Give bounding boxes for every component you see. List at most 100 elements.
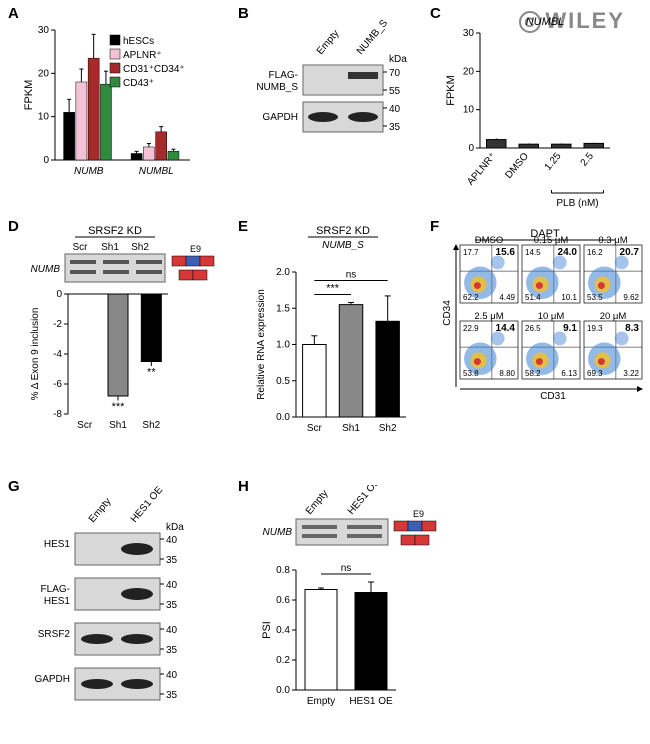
panel-g-label: G: [8, 478, 20, 495]
svg-text:NUMBL: NUMBL: [139, 166, 174, 177]
svg-text:20: 20: [463, 66, 475, 77]
svg-text:Empty: Empty: [315, 28, 342, 57]
svg-text:SRSF2 KD: SRSF2 KD: [316, 225, 370, 237]
svg-text:SRSF2 KD: SRSF2 KD: [88, 225, 142, 237]
svg-text:CD31: CD31: [540, 391, 566, 402]
svg-text:40: 40: [389, 104, 401, 115]
svg-text:35: 35: [166, 600, 178, 611]
svg-text:35: 35: [166, 555, 178, 566]
svg-text:0: 0: [56, 289, 62, 300]
panel-e-label: E: [238, 218, 248, 235]
svg-text:10 μM: 10 μM: [538, 311, 565, 322]
svg-text:**: **: [147, 367, 156, 379]
svg-text:62.2: 62.2: [463, 293, 479, 302]
svg-text:PLB (nM): PLB (nM): [556, 198, 598, 209]
svg-text:1.5: 1.5: [276, 303, 290, 314]
svg-text:10.1: 10.1: [561, 293, 577, 302]
svg-text:E9: E9: [190, 244, 201, 254]
svg-text:0.3 μM: 0.3 μM: [598, 235, 627, 246]
svg-text:-8: -8: [53, 409, 62, 420]
svg-text:HES1 OE: HES1 OE: [349, 696, 393, 707]
svg-text:69.3: 69.3: [587, 369, 603, 378]
svg-text:35: 35: [166, 645, 178, 656]
svg-text:0.5: 0.5: [276, 376, 290, 387]
svg-text:2.5: 2.5: [579, 151, 597, 169]
svg-text:1.25: 1.25: [543, 151, 564, 173]
svg-text:HES1: HES1: [44, 539, 71, 550]
svg-text:19.3: 19.3: [587, 324, 603, 333]
svg-text:24.0: 24.0: [558, 247, 578, 258]
svg-text:NUMB: NUMB: [74, 166, 104, 177]
svg-text:0.4: 0.4: [276, 625, 290, 636]
svg-text:FLAG-: FLAG-: [41, 584, 70, 595]
svg-text:HES1 OE: HES1 OE: [129, 485, 166, 525]
svg-text:2.5 μM: 2.5 μM: [474, 311, 503, 322]
svg-text:0: 0: [468, 143, 474, 154]
svg-text:E9: E9: [413, 509, 424, 519]
svg-text:kDa: kDa: [389, 54, 407, 65]
svg-text:20: 20: [38, 68, 50, 79]
svg-text:35: 35: [166, 690, 178, 701]
svg-text:***: ***: [326, 282, 340, 294]
svg-text:kDa: kDa: [166, 522, 184, 533]
svg-text:NUMB: NUMB: [263, 527, 293, 538]
svg-text:DMSO: DMSO: [503, 151, 531, 181]
svg-text:NUMB: NUMB: [31, 264, 61, 275]
svg-text:22.9: 22.9: [463, 324, 479, 333]
svg-text:51.4: 51.4: [525, 293, 541, 302]
svg-text:Sh2: Sh2: [142, 420, 160, 431]
svg-text:GAPDH: GAPDH: [34, 674, 70, 685]
svg-text:CD43⁺: CD43⁺: [123, 78, 154, 89]
svg-text:PSI: PSI: [261, 621, 273, 639]
svg-text:58.2: 58.2: [525, 369, 541, 378]
svg-text:FPKM: FPKM: [445, 75, 457, 106]
panel-b-blot: EmptyNUMB_SkDaFLAG-NUMB_S7055GAPDH4035: [248, 20, 423, 155]
svg-text:14.5: 14.5: [525, 248, 541, 257]
svg-text:Sh1: Sh1: [109, 420, 127, 431]
svg-text:30: 30: [463, 28, 475, 39]
svg-text:DMSO: DMSO: [475, 235, 504, 246]
svg-text:10: 10: [38, 112, 50, 123]
svg-text:NUMB_S: NUMB_S: [322, 240, 364, 251]
svg-text:8.3: 8.3: [625, 323, 639, 334]
svg-text:2.0: 2.0: [276, 267, 290, 278]
panel-g-blot: EmptyHES1 OEkDaHES14035FLAG-HES14035SRSF…: [20, 485, 230, 740]
panel-e-chart: SRSF2 KDNUMB_S0.00.51.01.52.0Relative RN…: [248, 222, 423, 457]
svg-text:Scr: Scr: [73, 242, 89, 253]
svg-text:Relative RNA expression: Relative RNA expression: [256, 289, 267, 400]
svg-text:% Δ Exon 9 inclusion: % Δ Exon 9 inclusion: [30, 308, 41, 401]
svg-text:26.5: 26.5: [525, 324, 541, 333]
svg-text:NUMBL: NUMBL: [526, 16, 565, 28]
svg-text:14.4: 14.4: [496, 323, 516, 334]
svg-text:17.7: 17.7: [463, 248, 479, 257]
svg-text:8.80: 8.80: [499, 369, 515, 378]
svg-text:0.8: 0.8: [276, 565, 290, 576]
svg-text:Sh1: Sh1: [342, 423, 360, 434]
svg-text:Sh2: Sh2: [379, 423, 397, 434]
svg-text:20.7: 20.7: [620, 247, 640, 258]
svg-text:-2: -2: [53, 319, 62, 330]
svg-text:40: 40: [166, 670, 178, 681]
svg-text:FLAG-: FLAG-: [269, 70, 298, 81]
svg-text:-6: -6: [53, 379, 62, 390]
svg-text:HES1: HES1: [44, 596, 71, 607]
svg-text:***: ***: [112, 401, 126, 413]
svg-text:53.5: 53.5: [587, 293, 603, 302]
svg-text:1.0: 1.0: [276, 340, 290, 351]
svg-text:HES1 OE: HES1 OE: [346, 485, 383, 517]
svg-text:NUMB_S: NUMB_S: [256, 82, 298, 93]
svg-text:SRSF2: SRSF2: [38, 629, 71, 640]
panel-d-label: D: [8, 218, 19, 235]
svg-text:30: 30: [38, 25, 50, 36]
svg-text:APLNR⁺: APLNR⁺: [123, 50, 162, 61]
svg-text:9.1: 9.1: [563, 323, 577, 334]
svg-text:20 μM: 20 μM: [600, 311, 627, 322]
svg-text:-4: -4: [53, 349, 62, 360]
svg-text:15.6: 15.6: [496, 247, 516, 258]
svg-text:Sh2: Sh2: [131, 242, 149, 253]
svg-text:Scr: Scr: [307, 423, 323, 434]
svg-text:6.13: 6.13: [561, 369, 577, 378]
svg-text:0.6: 0.6: [276, 595, 290, 606]
svg-text:Empty: Empty: [87, 496, 114, 525]
panel-a-label: A: [8, 5, 19, 22]
